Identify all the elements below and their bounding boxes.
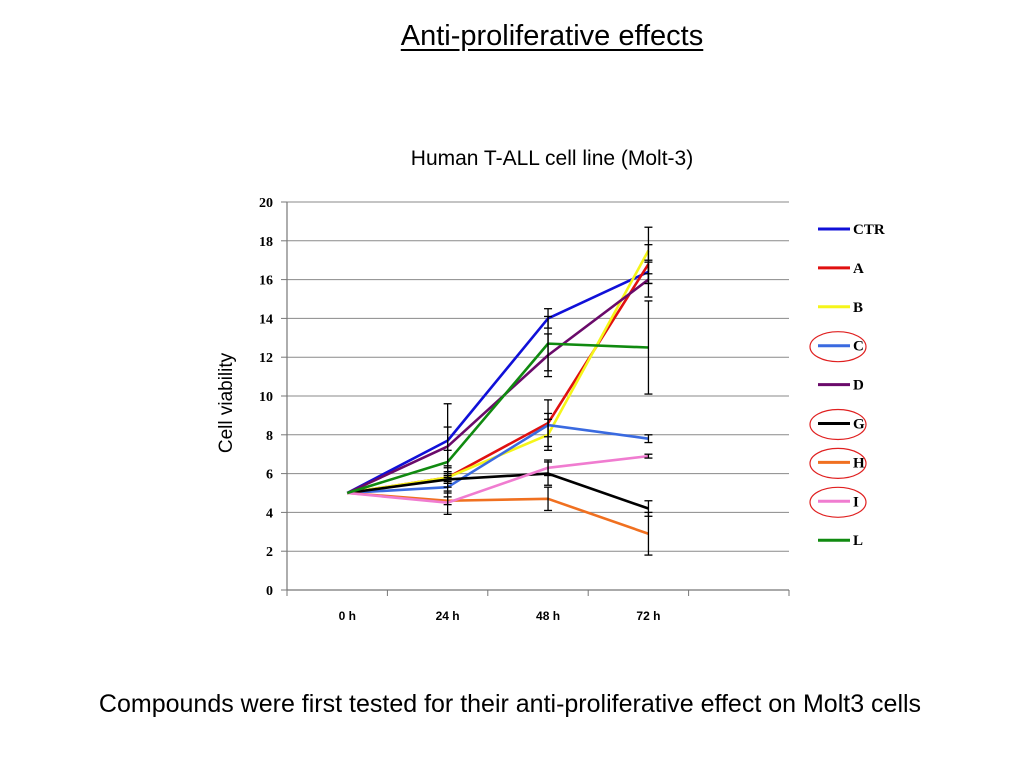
legend-highlight-circle xyxy=(809,447,867,479)
series-lines xyxy=(346,249,650,535)
error-bar-i xyxy=(443,490,452,515)
series-line-h xyxy=(347,491,649,535)
legend-item-c: C xyxy=(809,331,867,363)
legend-item-ctr: CTR xyxy=(818,222,885,238)
legend-label: G xyxy=(853,417,865,433)
legend-item-i: I xyxy=(809,486,867,518)
slide-caption: Compounds were first tested for their an… xyxy=(98,690,922,718)
legend-label: L xyxy=(853,533,863,549)
x-tick-label: 24 h xyxy=(436,609,460,623)
axes xyxy=(281,201,790,596)
legend-item-g: G xyxy=(809,408,867,441)
legend-highlight-circle xyxy=(809,408,867,441)
y-tick-label: 18 xyxy=(259,235,273,250)
legend-label: C xyxy=(853,339,864,355)
y-tick-label: 12 xyxy=(259,351,273,366)
error-bar-h xyxy=(644,511,653,556)
legend-item-a: A xyxy=(818,261,864,277)
error-bar-l xyxy=(544,315,553,372)
legend-highlight-circle xyxy=(809,486,867,518)
y-tick-label: 0 xyxy=(266,584,273,599)
y-tick-label: 10 xyxy=(259,390,273,405)
legend-label: CTR xyxy=(853,222,885,238)
slide-title: Anti-proliferative effects xyxy=(400,20,704,52)
y-tick-label: 2 xyxy=(266,545,273,560)
y-axis-label: Cell viability xyxy=(216,352,237,453)
error-bar-l xyxy=(644,300,653,395)
y-tick-label: 4 xyxy=(266,506,273,521)
y-tick-label: 20 xyxy=(259,196,273,211)
error-bar-g xyxy=(443,474,452,484)
legend-label: I xyxy=(853,494,859,510)
x-tick-label: 48 h xyxy=(536,609,560,623)
error-bar-i xyxy=(644,453,653,459)
x-tick-labels: 0 h 24 h 48 h 72 h xyxy=(339,609,661,623)
legend-label: H xyxy=(853,455,865,471)
y-tick-label: 6 xyxy=(266,468,273,483)
error-bar-d xyxy=(644,261,653,298)
series-line-i xyxy=(347,454,649,505)
y-tick-labels: 0 2 4 6 8 10 12 14 16 18 20 xyxy=(259,196,273,599)
error-bars xyxy=(443,226,653,556)
legend-item-l: L xyxy=(818,533,863,549)
error-bar-l xyxy=(443,449,452,475)
legend-item-d: D xyxy=(818,378,864,394)
series-line-l xyxy=(346,342,649,495)
chart-title: Human T-ALL cell line (Molt-3) xyxy=(410,147,694,170)
y-tick-label: 14 xyxy=(259,312,273,327)
legend-label: A xyxy=(853,261,864,277)
x-tick-label: 72 h xyxy=(636,609,660,623)
legend: CTR A B C D G H I L xyxy=(809,222,885,549)
legend-label: D xyxy=(853,378,864,394)
error-bar-c xyxy=(544,412,553,438)
legend-item-b: B xyxy=(818,300,863,316)
legend-highlight-circle xyxy=(809,331,867,363)
x-tick-label: 0 h xyxy=(339,609,356,623)
series-line-ctr xyxy=(346,270,649,495)
series-line-c xyxy=(347,423,649,495)
y-tick-label: 16 xyxy=(259,274,273,289)
error-bar-c xyxy=(644,434,653,444)
legend-label: B xyxy=(853,300,863,316)
legend-item-h: H xyxy=(809,447,867,479)
error-bar-h xyxy=(544,486,553,512)
series-line-g xyxy=(347,472,649,510)
y-tick-label: 8 xyxy=(266,429,273,444)
error-bar-i xyxy=(544,459,553,477)
